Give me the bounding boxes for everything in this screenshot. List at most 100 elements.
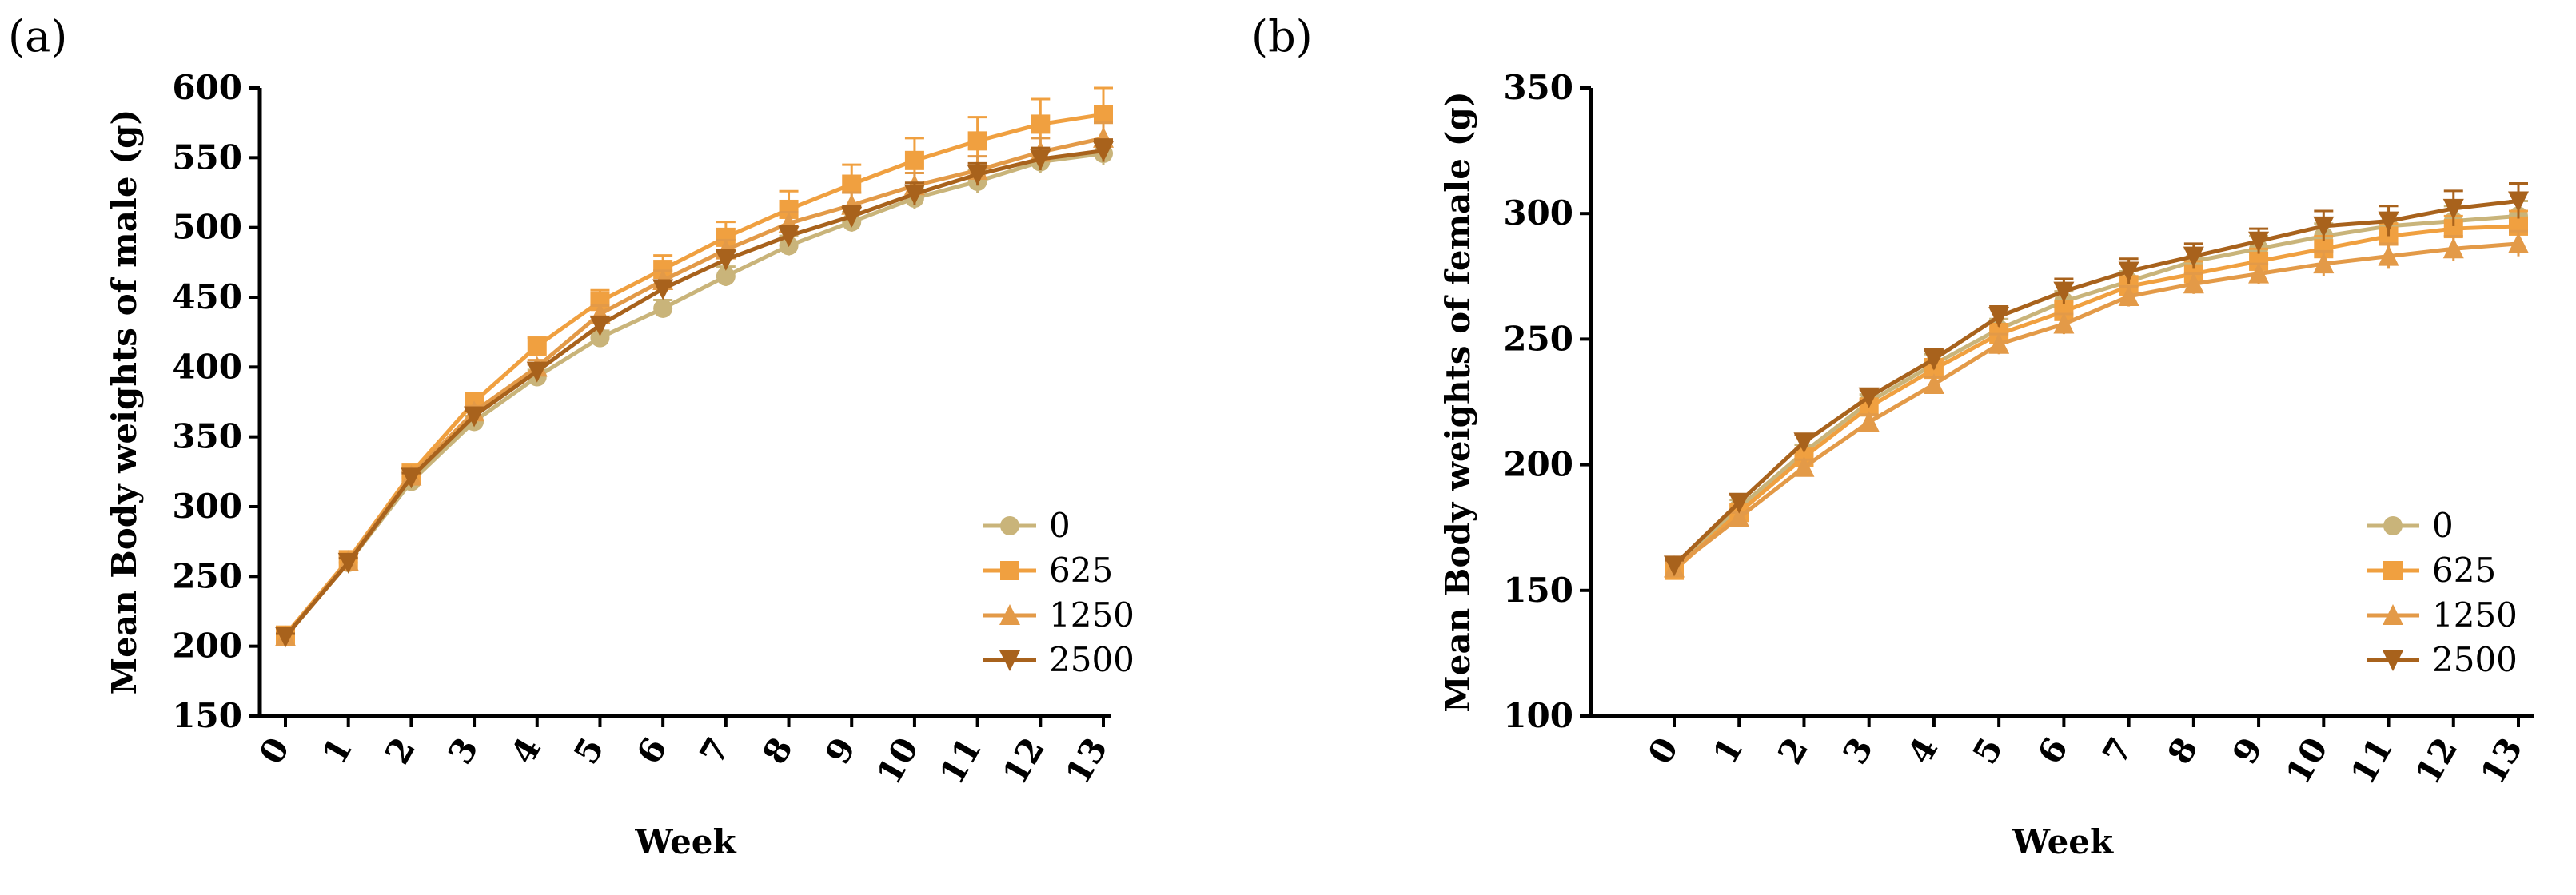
data-point <box>526 361 548 383</box>
series-line <box>284 112 1104 637</box>
data-point <box>967 131 987 151</box>
y-tick-label: 500 <box>172 208 242 247</box>
panel-label-a: (a) <box>8 11 67 62</box>
y-axis-title: Mean Body weights of female (g) <box>1438 91 1477 712</box>
series-line <box>284 136 1104 638</box>
legend-marker <box>1000 516 1019 535</box>
legend-marker <box>2383 561 2403 580</box>
data-point <box>2313 253 2335 274</box>
x-tick-label: 8 <box>755 731 800 771</box>
data-point <box>1793 432 1815 454</box>
legend: 0 625 1250 2500 <box>983 506 1134 679</box>
x-axis-title: Week <box>634 822 736 861</box>
data-point <box>652 279 674 300</box>
legend-marker <box>999 650 1020 671</box>
series-1250 <box>1664 229 2529 578</box>
x-tick-label: 3 <box>1835 731 1880 771</box>
legend-label: 2500 <box>1049 640 1134 679</box>
data-point <box>1664 555 1685 577</box>
y-tick-label: 250 <box>172 556 242 595</box>
x-tick-label: 13 <box>2473 731 2530 791</box>
y-tick-label: 200 <box>1503 445 1573 484</box>
y-tick-label: 600 <box>172 68 242 107</box>
legend: 0 625 1250 2500 <box>2367 506 2518 679</box>
x-tick-label: 6 <box>2030 731 2076 771</box>
y-tick-label: 300 <box>172 487 242 526</box>
data-point <box>1030 149 1051 171</box>
data-point <box>1729 492 1750 514</box>
x-axis-title: Week <box>2012 822 2114 861</box>
data-point <box>904 150 924 170</box>
x-tick-label: 11 <box>2343 731 2401 791</box>
data-point <box>1988 307 2010 328</box>
x-tick-label: 9 <box>818 731 863 771</box>
data-point <box>1729 506 1750 527</box>
data-point <box>2183 272 2204 294</box>
x-tick-label: 12 <box>2408 731 2466 791</box>
y-tick-label: 150 <box>172 696 242 735</box>
legend-label: 2500 <box>2432 640 2518 679</box>
data-point <box>590 328 610 348</box>
data-point <box>2118 284 2139 306</box>
x-tick-label: 2 <box>377 731 423 771</box>
data-point <box>464 406 485 428</box>
legend-marker <box>2383 516 2403 535</box>
data-point <box>2508 191 2529 213</box>
data-point <box>653 298 673 318</box>
x-tick-label: 11 <box>932 731 990 791</box>
data-point <box>715 249 736 271</box>
y-tick-label: 450 <box>172 277 242 316</box>
series-2500 <box>1664 181 2529 577</box>
data-point <box>2183 246 2204 268</box>
data-point <box>1988 332 2010 354</box>
legend-marker <box>999 604 1020 625</box>
data-point <box>527 336 547 356</box>
series-line <box>1673 198 2519 567</box>
data-point <box>337 552 359 574</box>
x-tick-label: 0 <box>252 731 297 771</box>
data-point <box>2442 198 2464 220</box>
y-tick-label: 300 <box>1503 193 1573 233</box>
x-tick-label: 1 <box>314 731 360 771</box>
data-point <box>2248 231 2270 253</box>
data-point <box>2053 281 2075 303</box>
series-line <box>1673 213 2519 567</box>
legend-marker <box>1000 561 1019 580</box>
data-point <box>2378 211 2399 233</box>
data-point <box>275 626 296 648</box>
x-tick-label: 1 <box>1705 731 1751 771</box>
data-point <box>841 206 863 228</box>
y-tick-label: 400 <box>172 347 242 386</box>
legend-marker <box>2383 604 2403 625</box>
series-line <box>284 149 1104 638</box>
legend-label: 625 <box>1049 551 1113 590</box>
data-point <box>967 165 988 186</box>
x-tick-label: 4 <box>503 731 548 771</box>
data-point <box>1094 105 1113 125</box>
x-tick-label: 12 <box>995 731 1052 791</box>
data-point <box>778 226 800 248</box>
x-tick-label: 0 <box>1641 731 1686 771</box>
data-point <box>1858 387 1880 408</box>
panel-label-b: (b) <box>1251 11 1313 62</box>
x-tick-label: 10 <box>869 731 927 791</box>
data-point <box>2442 237 2464 259</box>
data-point <box>1093 141 1114 162</box>
series-1250 <box>275 121 1114 646</box>
y-tick-label: 200 <box>172 626 242 666</box>
y-tick-label: 350 <box>172 417 242 456</box>
legend-marker <box>2383 650 2403 671</box>
series-line <box>284 151 1104 638</box>
series-line <box>1673 224 2519 572</box>
x-tick-label: 4 <box>1900 731 1946 771</box>
y-tick-label: 350 <box>1503 68 1573 107</box>
x-tick-label: 3 <box>441 731 486 771</box>
x-tick-label: 13 <box>1058 731 1115 791</box>
legend-label: 1250 <box>1049 595 1134 634</box>
x-tick-label: 2 <box>1770 731 1816 771</box>
data-point <box>842 174 862 194</box>
data-point <box>716 266 736 286</box>
